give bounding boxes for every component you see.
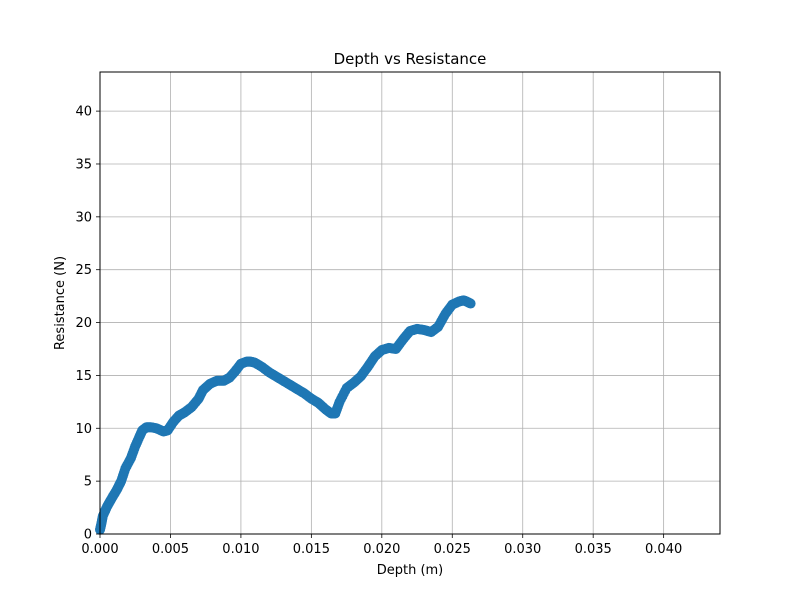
x-tick-label: 0.035: [575, 542, 612, 557]
x-tick-label: 0.020: [363, 542, 400, 557]
data-point: [465, 298, 476, 309]
y-tick-label: 20: [75, 316, 92, 331]
grid: [99, 72, 720, 535]
x-tick-label: 0.000: [81, 542, 118, 557]
x-tick-label: 0.025: [434, 542, 471, 557]
x-tick-label: 0.005: [152, 542, 189, 557]
y-tick-label: 10: [75, 422, 92, 437]
plot-frame: [99, 71, 721, 535]
chart-title: Depth vs Resistance: [334, 50, 487, 68]
y-tick-label: 25: [75, 263, 92, 278]
y-tick-label: 0: [84, 528, 92, 543]
y-tick-label: 5: [84, 475, 92, 490]
x-axis-label: Depth (m): [377, 563, 444, 578]
axis-ticks: 0.000 0.005 0.010 0.015 0.020 0.025 0.030 0.035…: [75, 105, 682, 557]
y-tick-label: 35: [75, 157, 92, 172]
x-tick-label: 0.040: [645, 542, 682, 557]
x-tick-label: 0.030: [504, 542, 541, 557]
y-axis-label: Resistance (N): [53, 256, 68, 350]
y-tick-label: 15: [75, 369, 92, 384]
x-tick-label: 0.015: [293, 542, 330, 557]
x-tick-label: 0.010: [222, 542, 259, 557]
y-tick-label: 30: [75, 210, 92, 225]
y-tick-label: 40: [75, 105, 92, 120]
data-points: [95, 295, 476, 535]
